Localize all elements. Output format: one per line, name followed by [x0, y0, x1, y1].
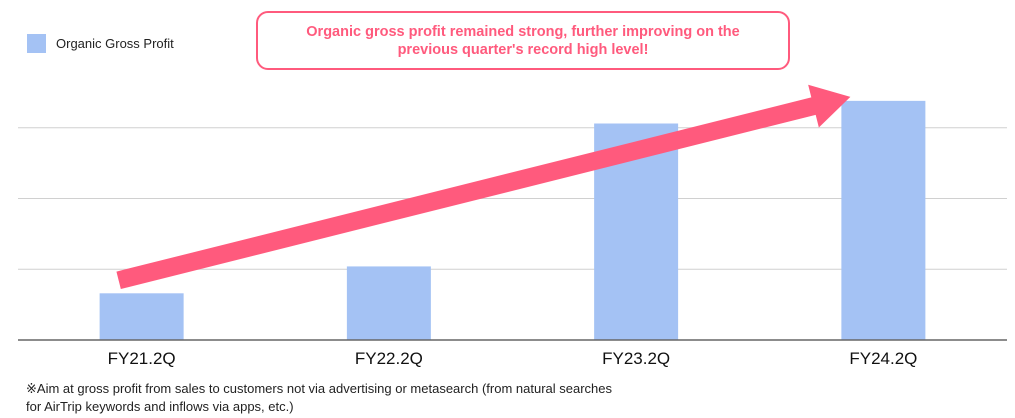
legend-swatch: [27, 34, 46, 53]
trend-arrow-head: [808, 84, 851, 128]
legend-label: Organic Gross Profit: [56, 36, 174, 51]
footnote: ※Aim at gross profit from sales to custo…: [26, 381, 613, 414]
x-tick-label: FY23.2Q: [602, 349, 670, 368]
x-tick-label: FY21.2Q: [108, 349, 176, 368]
callout-text: Organic gross profit remained strong, fu…: [306, 23, 740, 58]
legend: Organic Gross Profit: [27, 34, 174, 53]
bars: [99, 100, 926, 341]
x-tick-label: FY22.2Q: [355, 349, 423, 368]
trend-arrow: [116, 84, 851, 290]
bar-fy24-2q: [841, 100, 926, 341]
bar-fy21-2q: [99, 293, 184, 340]
x-tick-label: FY24.2Q: [849, 349, 917, 368]
x-tick-labels: FY21.2Q FY22.2Q FY23.2Q FY24.2Q: [108, 349, 918, 368]
bar-fy22-2q: [346, 266, 431, 340]
trend-arrow-shaft: [116, 96, 818, 290]
callout-box: Organic gross profit remained strong, fu…: [256, 11, 790, 70]
